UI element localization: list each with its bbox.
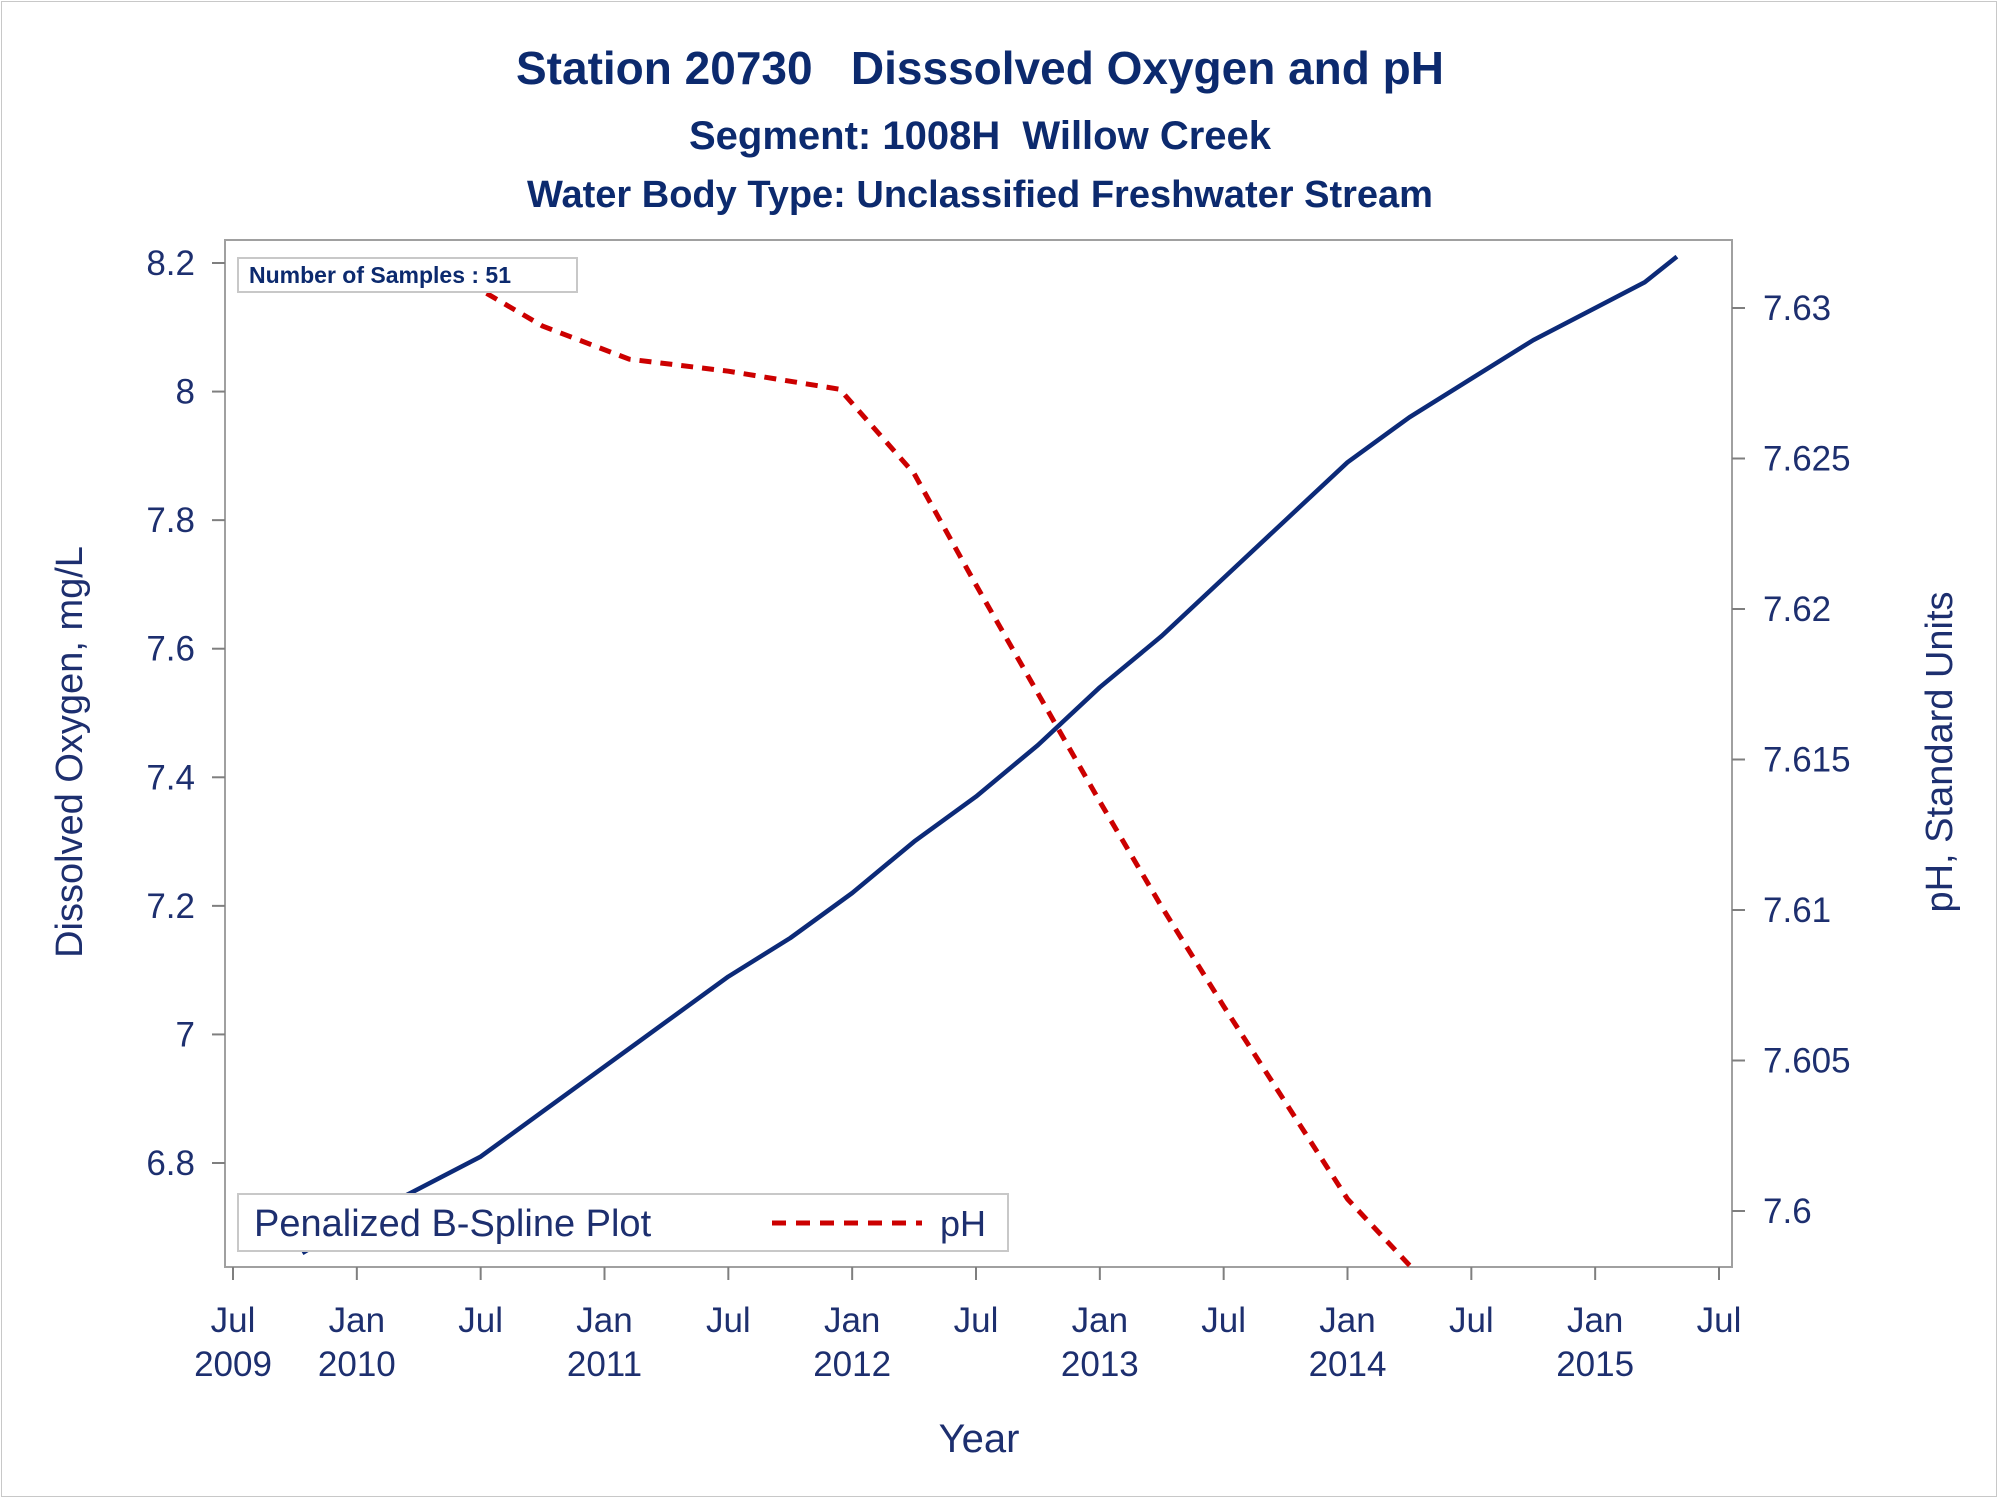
y-left-tick-label: 7.6 xyxy=(146,630,195,669)
x-tick-year-label: 2009 xyxy=(194,1345,272,1384)
x-tick-year-label: 2013 xyxy=(1061,1345,1139,1384)
y-left-tick-label: 8.2 xyxy=(146,244,195,283)
x-tick-label: Jul xyxy=(458,1301,503,1340)
x-axis-label: Year xyxy=(939,1417,1020,1461)
legend: Penalized B-Spline Plot pH xyxy=(237,1193,1009,1252)
x-tick-label: Jul xyxy=(954,1301,999,1340)
x-tick-year-label: 2015 xyxy=(1556,1345,1634,1384)
x-tick-year-label: 2011 xyxy=(567,1345,642,1384)
sample-count-box: Number of Samples : 51 xyxy=(237,257,578,293)
x-tick-label: Jan xyxy=(1319,1301,1375,1340)
ph-series-line xyxy=(302,257,1416,1267)
y-right-tick-label: 7.6 xyxy=(1763,1192,1812,1231)
x-tick-label: Jan xyxy=(576,1301,632,1340)
y-left-tick-label: 7.8 xyxy=(146,501,195,540)
x-tick-label: Jul xyxy=(706,1301,751,1340)
y-axis-right-label: pH, Standard Units xyxy=(1919,591,1961,912)
y-left-tick-label: 7 xyxy=(176,1015,195,1054)
series-layer xyxy=(301,254,1679,1267)
plot-area xyxy=(224,239,1733,1268)
x-tick-label: Jul xyxy=(211,1301,256,1340)
y-left-tick-label: 7.2 xyxy=(146,887,195,926)
y-right-tick-label: 7.625 xyxy=(1763,440,1851,479)
chart-subtitle-2: Water Body Type: Unclassified Freshwater… xyxy=(527,174,1433,216)
y-right-tick-label: 7.605 xyxy=(1763,1042,1851,1081)
x-tick-label: Jan xyxy=(329,1301,385,1340)
x-tick-label: Jan xyxy=(1567,1301,1623,1340)
x-tick-label: Jan xyxy=(1072,1301,1128,1340)
y-left-tick-label: 6.8 xyxy=(146,1144,195,1183)
x-tick-year-label: 2010 xyxy=(318,1345,396,1384)
y-left-tick-label: 7.4 xyxy=(146,758,195,797)
x-tick-year-label: 2014 xyxy=(1309,1345,1387,1384)
chart-title: Station 20730 Disssolved Oxygen and pH xyxy=(516,42,1444,94)
x-tick-label: Jul xyxy=(1449,1301,1494,1340)
legend-ph-label: pH xyxy=(940,1203,986,1244)
dissolved-oxygen-series-line xyxy=(301,254,1679,1255)
x-tick-label: Jul xyxy=(1201,1301,1246,1340)
x-tick-label: Jan xyxy=(824,1301,880,1340)
y-axis-left-label: Dissolved Oxygen, mg/L xyxy=(49,546,91,958)
sample-count-text: Number of Samples : 51 xyxy=(249,262,511,288)
y-right-tick-label: 7.63 xyxy=(1763,289,1831,328)
chart-subtitle: Segment: 1008H Willow Creek xyxy=(689,114,1272,158)
x-tick-year-label: 2012 xyxy=(813,1345,891,1384)
y-right-tick-label: 7.61 xyxy=(1763,891,1831,930)
y-right-tick-label: 7.62 xyxy=(1763,590,1831,629)
axes-layer: Jul 2009 Jan 2010 Jul Jan 2011 Jul Jan 2012 Jul Jan… xyxy=(146,244,1850,1384)
y-right-tick-label: 7.615 xyxy=(1763,741,1851,780)
legend-title: Penalized B-Spline Plot xyxy=(254,1203,652,1245)
y-left-tick-label: 8 xyxy=(176,373,195,412)
x-tick-label: Jul xyxy=(1697,1301,1742,1340)
